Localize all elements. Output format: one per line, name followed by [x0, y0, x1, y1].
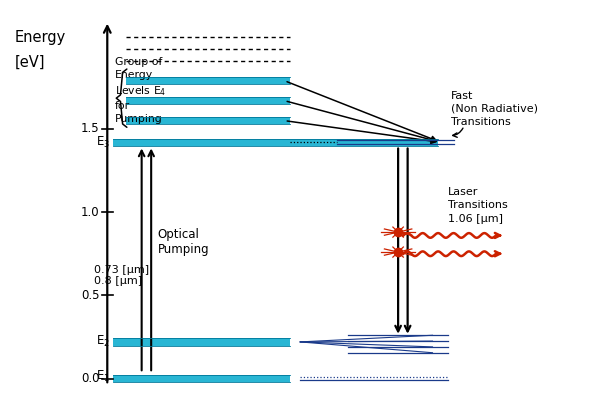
Text: 0.5: 0.5 — [81, 289, 99, 302]
Text: Group of
Energy
Levels E$_4$
for
Pumping: Group of Energy Levels E$_4$ for Pumping — [115, 57, 166, 124]
Text: 0.73 [μm]
0.8 [μm]: 0.73 [μm] 0.8 [μm] — [94, 265, 149, 286]
Text: [eV]: [eV] — [15, 55, 45, 70]
Text: 0.0: 0.0 — [81, 372, 99, 385]
Text: E$_2$: E$_2$ — [96, 334, 110, 349]
Text: 1.5: 1.5 — [81, 122, 99, 135]
Text: E$_3$: E$_3$ — [96, 135, 110, 150]
Text: Fast
(Non Radiative)
Transitions: Fast (Non Radiative) Transitions — [451, 91, 538, 127]
Text: E$_1$: E$_1$ — [96, 368, 110, 384]
Text: Energy: Energy — [15, 30, 66, 45]
Text: Optical
Pumping: Optical Pumping — [158, 228, 209, 256]
Text: Laser
Transitions
1.06 [μm]: Laser Transitions 1.06 [μm] — [448, 187, 508, 224]
Text: 1.0: 1.0 — [81, 206, 99, 219]
